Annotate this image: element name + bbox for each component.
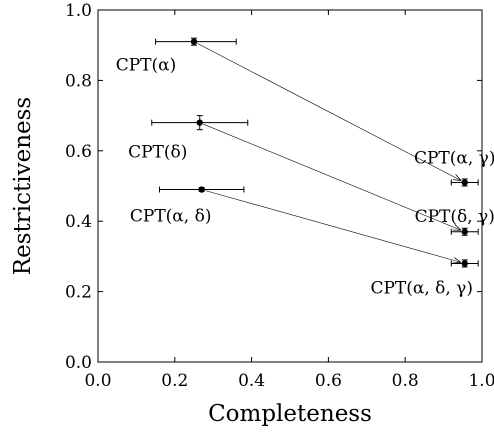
point-label-group: CPT(α) CPT(δ) CPT(α, δ) CPT(α, γ) CPT(δ, γ) C… [116,56,494,299]
x-tick-label: 1.0 [468,371,494,391]
data-point-group [151,115,249,131]
data-point-group [450,227,479,236]
point-label: CPT(α, δ, γ) [370,278,473,298]
point-label: CPT(α, γ) [414,148,494,168]
arrow [205,190,461,263]
arrow-group [197,43,462,263]
y-tick-label: 0.0 [65,353,92,373]
x-tick-label: 0.6 [315,371,342,391]
point-label: CPT(α, δ) [130,207,212,227]
data-point-group [450,259,479,268]
y-tick-label: 1.0 [65,1,92,21]
x-tick-label: 0.4 [238,371,265,391]
plot-axes: 0.0 0.2 0.4 0.6 0.8 1.0 0.0 0.2 0.4 0.6 0.8 1.0 [65,1,494,391]
data-point [196,119,203,126]
x-tick-label: 0.2 [161,371,188,391]
data-point-group [158,186,245,193]
point-label: CPT(δ, γ) [415,207,494,227]
x-tick-label: 0.0 [84,371,111,391]
data-point-group [155,37,237,46]
data-point [461,179,468,186]
data-point-group [450,178,479,187]
arrow [203,123,461,230]
data-point [461,228,468,235]
y-tick-label: 0.6 [65,142,92,162]
data-point [461,260,468,267]
arrow [197,43,462,181]
point-label: CPT(δ) [128,143,187,163]
x-tick-label: 0.8 [392,371,419,391]
y-tick-label: 0.2 [65,283,92,303]
plot-frame [97,9,483,363]
y-axis-title: Restrictiveness [10,97,36,275]
point-group [151,37,479,268]
y-tick-label: 0.4 [65,212,92,232]
data-point [190,38,198,45]
y-tick-label: 0.8 [65,71,92,91]
x-axis-title: Completeness [208,401,372,427]
data-point [198,186,205,193]
point-label: CPT(α) [116,56,177,76]
